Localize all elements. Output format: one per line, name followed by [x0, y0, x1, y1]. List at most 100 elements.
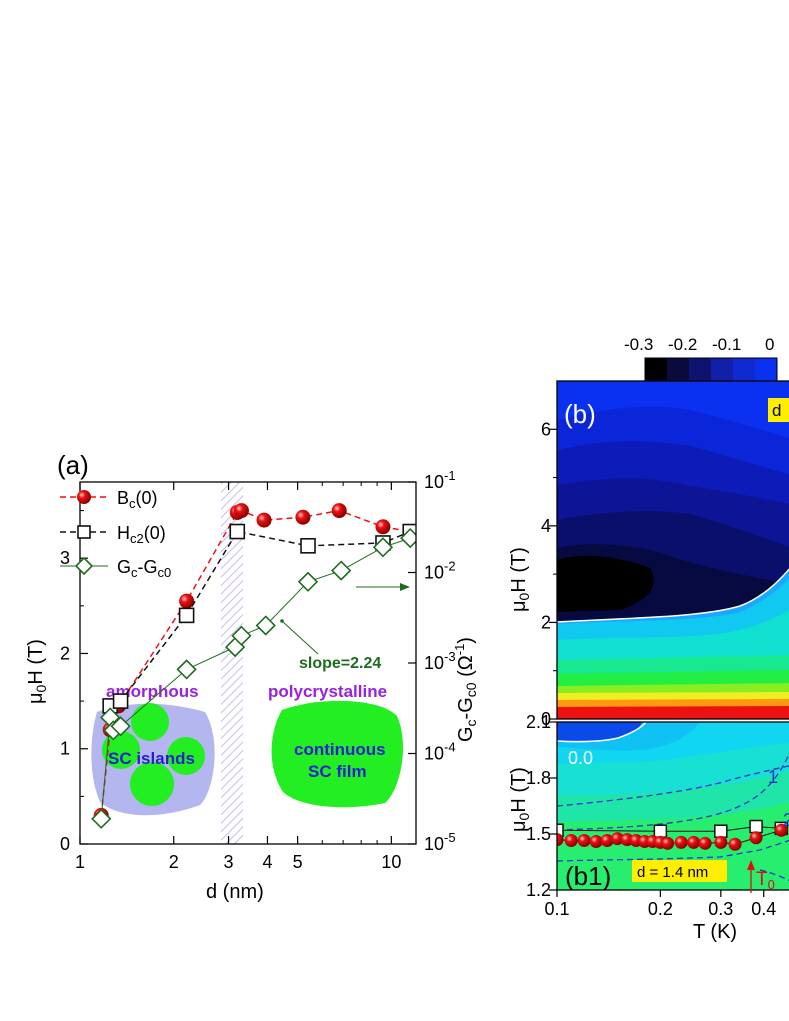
panel-a: (a) amorphous SC islands polycrystalline… — [25, 450, 479, 903]
point-b1-1-5 — [610, 832, 624, 846]
polycrystalline-label: polycrystalline — [268, 682, 387, 701]
x-axis-title-b1: T (K) — [693, 921, 737, 943]
right-axis-arrowhead — [400, 583, 410, 591]
y-right-tick-a-4: 10-1 — [424, 468, 456, 492]
point-b1-1-1 — [564, 834, 578, 848]
x-tick-a-5: 10 — [381, 852, 401, 872]
point-a-2-7 — [255, 615, 276, 636]
amorphous-label: amorphous — [106, 682, 199, 701]
y-tick-a-1: 1 — [60, 739, 70, 759]
contour-3 — [557, 839, 789, 862]
x-tick-a-3: 4 — [262, 852, 272, 872]
point-b1-1-17 — [749, 831, 763, 845]
point-a-2-4 — [176, 659, 197, 680]
continuous-label: continuous — [294, 740, 386, 759]
panel-b-frame — [556, 380, 789, 720]
y-right-tick-a-3: 10-2 — [424, 559, 456, 583]
y-tick-b1-0: 1.2 — [526, 880, 551, 900]
point-b1-1-13 — [687, 835, 701, 849]
point-b1-1-14 — [698, 836, 712, 850]
point-a-2-8 — [297, 571, 319, 592]
panel-b-axes: 0 2 4 6 — [541, 419, 557, 729]
t0-arrowhead — [747, 860, 755, 870]
y-axis-title-b: μ0H (T) — [508, 547, 532, 612]
polycrystalline-inset: polycrystalline continuous SC film — [268, 682, 404, 808]
y-right-tick-a-2: 10-3 — [424, 649, 456, 673]
contour-4 — [759, 869, 789, 881]
legend-hc2-marker — [77, 525, 91, 539]
legend-bc-marker — [77, 490, 91, 504]
slope-label: slope=2.24 — [299, 655, 381, 672]
panel-b: -0.3 -0.2 -0.1 0 (b) d 0 2 — [508, 335, 789, 729]
x-tick-b1-3: 0.4 — [751, 899, 776, 919]
colorbar-tick-1: -0.2 — [668, 335, 697, 354]
x-tick-a-2: 3 — [224, 852, 234, 872]
point-a-2-0 — [91, 808, 112, 829]
contour-label-2: 2 — [783, 810, 789, 830]
point-b1-0-0 — [557, 823, 564, 838]
point-a-0-5 — [233, 503, 249, 519]
y-tick-b-0: 0 — [541, 709, 551, 729]
panel-b1-label: (b1) — [565, 861, 611, 891]
contour-1 — [557, 752, 789, 831]
point-a-1-2 — [178, 607, 195, 624]
point-a-0-7 — [295, 509, 311, 525]
panel-b1-heatmap — [557, 722, 789, 890]
point-b1-1-15 — [714, 835, 728, 849]
slope-pointer-dot — [280, 619, 284, 623]
point-b1-1-4 — [600, 834, 614, 848]
colorbar-tick-2: -0.1 — [712, 335, 741, 354]
point-a-2-10 — [372, 537, 394, 558]
legend-hc2-label: Hc2(0) — [117, 523, 166, 546]
colorbar-tick-0: -0.3 — [624, 335, 653, 354]
transition-hatch — [221, 482, 243, 844]
contour-label-0: 0.0 — [568, 748, 593, 768]
point-a-0-3 — [179, 593, 195, 609]
contour-2 — [557, 765, 789, 807]
y-right-axis-title-a: Gc-Gc0 (Ω-1) — [452, 637, 479, 742]
legend-bc-label: Bc(0) — [117, 488, 158, 511]
point-b1-0-1 — [653, 824, 668, 838]
y-tick-a-0: 0 — [60, 834, 70, 854]
panel-a-label: (a) — [57, 450, 89, 480]
point-b1-1-3 — [589, 834, 603, 848]
panel-a-series — [91, 503, 416, 829]
thickness-label: d = 1.4 nm — [637, 864, 708, 881]
y-tick-b1-3: 2.1 — [526, 712, 551, 732]
point-a-2-11 — [400, 527, 416, 549]
point-a-0-9 — [375, 519, 391, 535]
panel-b1: 0.0 1 2 (b1) d = 1.4 nm T0 1.21.51.82.10… — [508, 712, 789, 943]
point-a-2-6 — [231, 625, 252, 646]
panel-b-heatmap — [557, 381, 789, 719]
colorbar-tick-3: 0 — [765, 335, 774, 354]
y-right-tick-a-1: 10-4 — [424, 740, 456, 764]
point-b1-1-0 — [557, 833, 564, 847]
thickness-box — [632, 860, 727, 882]
x-tick-b1-0: 0.1 — [544, 899, 569, 919]
point-b1-1-2 — [577, 834, 591, 848]
point-a-1-4 — [300, 538, 316, 554]
legend: Bc(0) Hc2(0) Gc-Gc0 — [60, 488, 171, 580]
x-tick-b1-1: 0.2 — [648, 899, 673, 919]
y-tick-b1-1: 1.5 — [526, 824, 551, 844]
y-tick-b-3: 6 — [541, 419, 551, 439]
point-b1-1-16 — [728, 837, 742, 851]
point-b1-1-12 — [674, 835, 688, 849]
point-b1-1-18 — [774, 823, 788, 837]
y-tick-a-3: 3 — [60, 548, 70, 568]
y-axis-title-b1: μ0H (T) — [508, 767, 532, 832]
x-axis-title-a: d (nm) — [206, 881, 264, 903]
panel-b1-frame — [556, 721, 789, 891]
sc-islands-label: SC islands — [108, 749, 195, 768]
point-a-1-3 — [229, 523, 246, 540]
y-tick-b-1: 2 — [541, 612, 551, 632]
y-right-tick-a-0: 10-5 — [424, 830, 456, 854]
x-tick-a-4: 5 — [293, 852, 303, 872]
panel-b-corner-label: d — [772, 401, 781, 420]
point-a-0-6 — [256, 512, 272, 528]
point-b1-0-3 — [749, 819, 763, 834]
panel-b-label: (b) — [564, 399, 596, 429]
point-a-1-1 — [112, 693, 129, 709]
